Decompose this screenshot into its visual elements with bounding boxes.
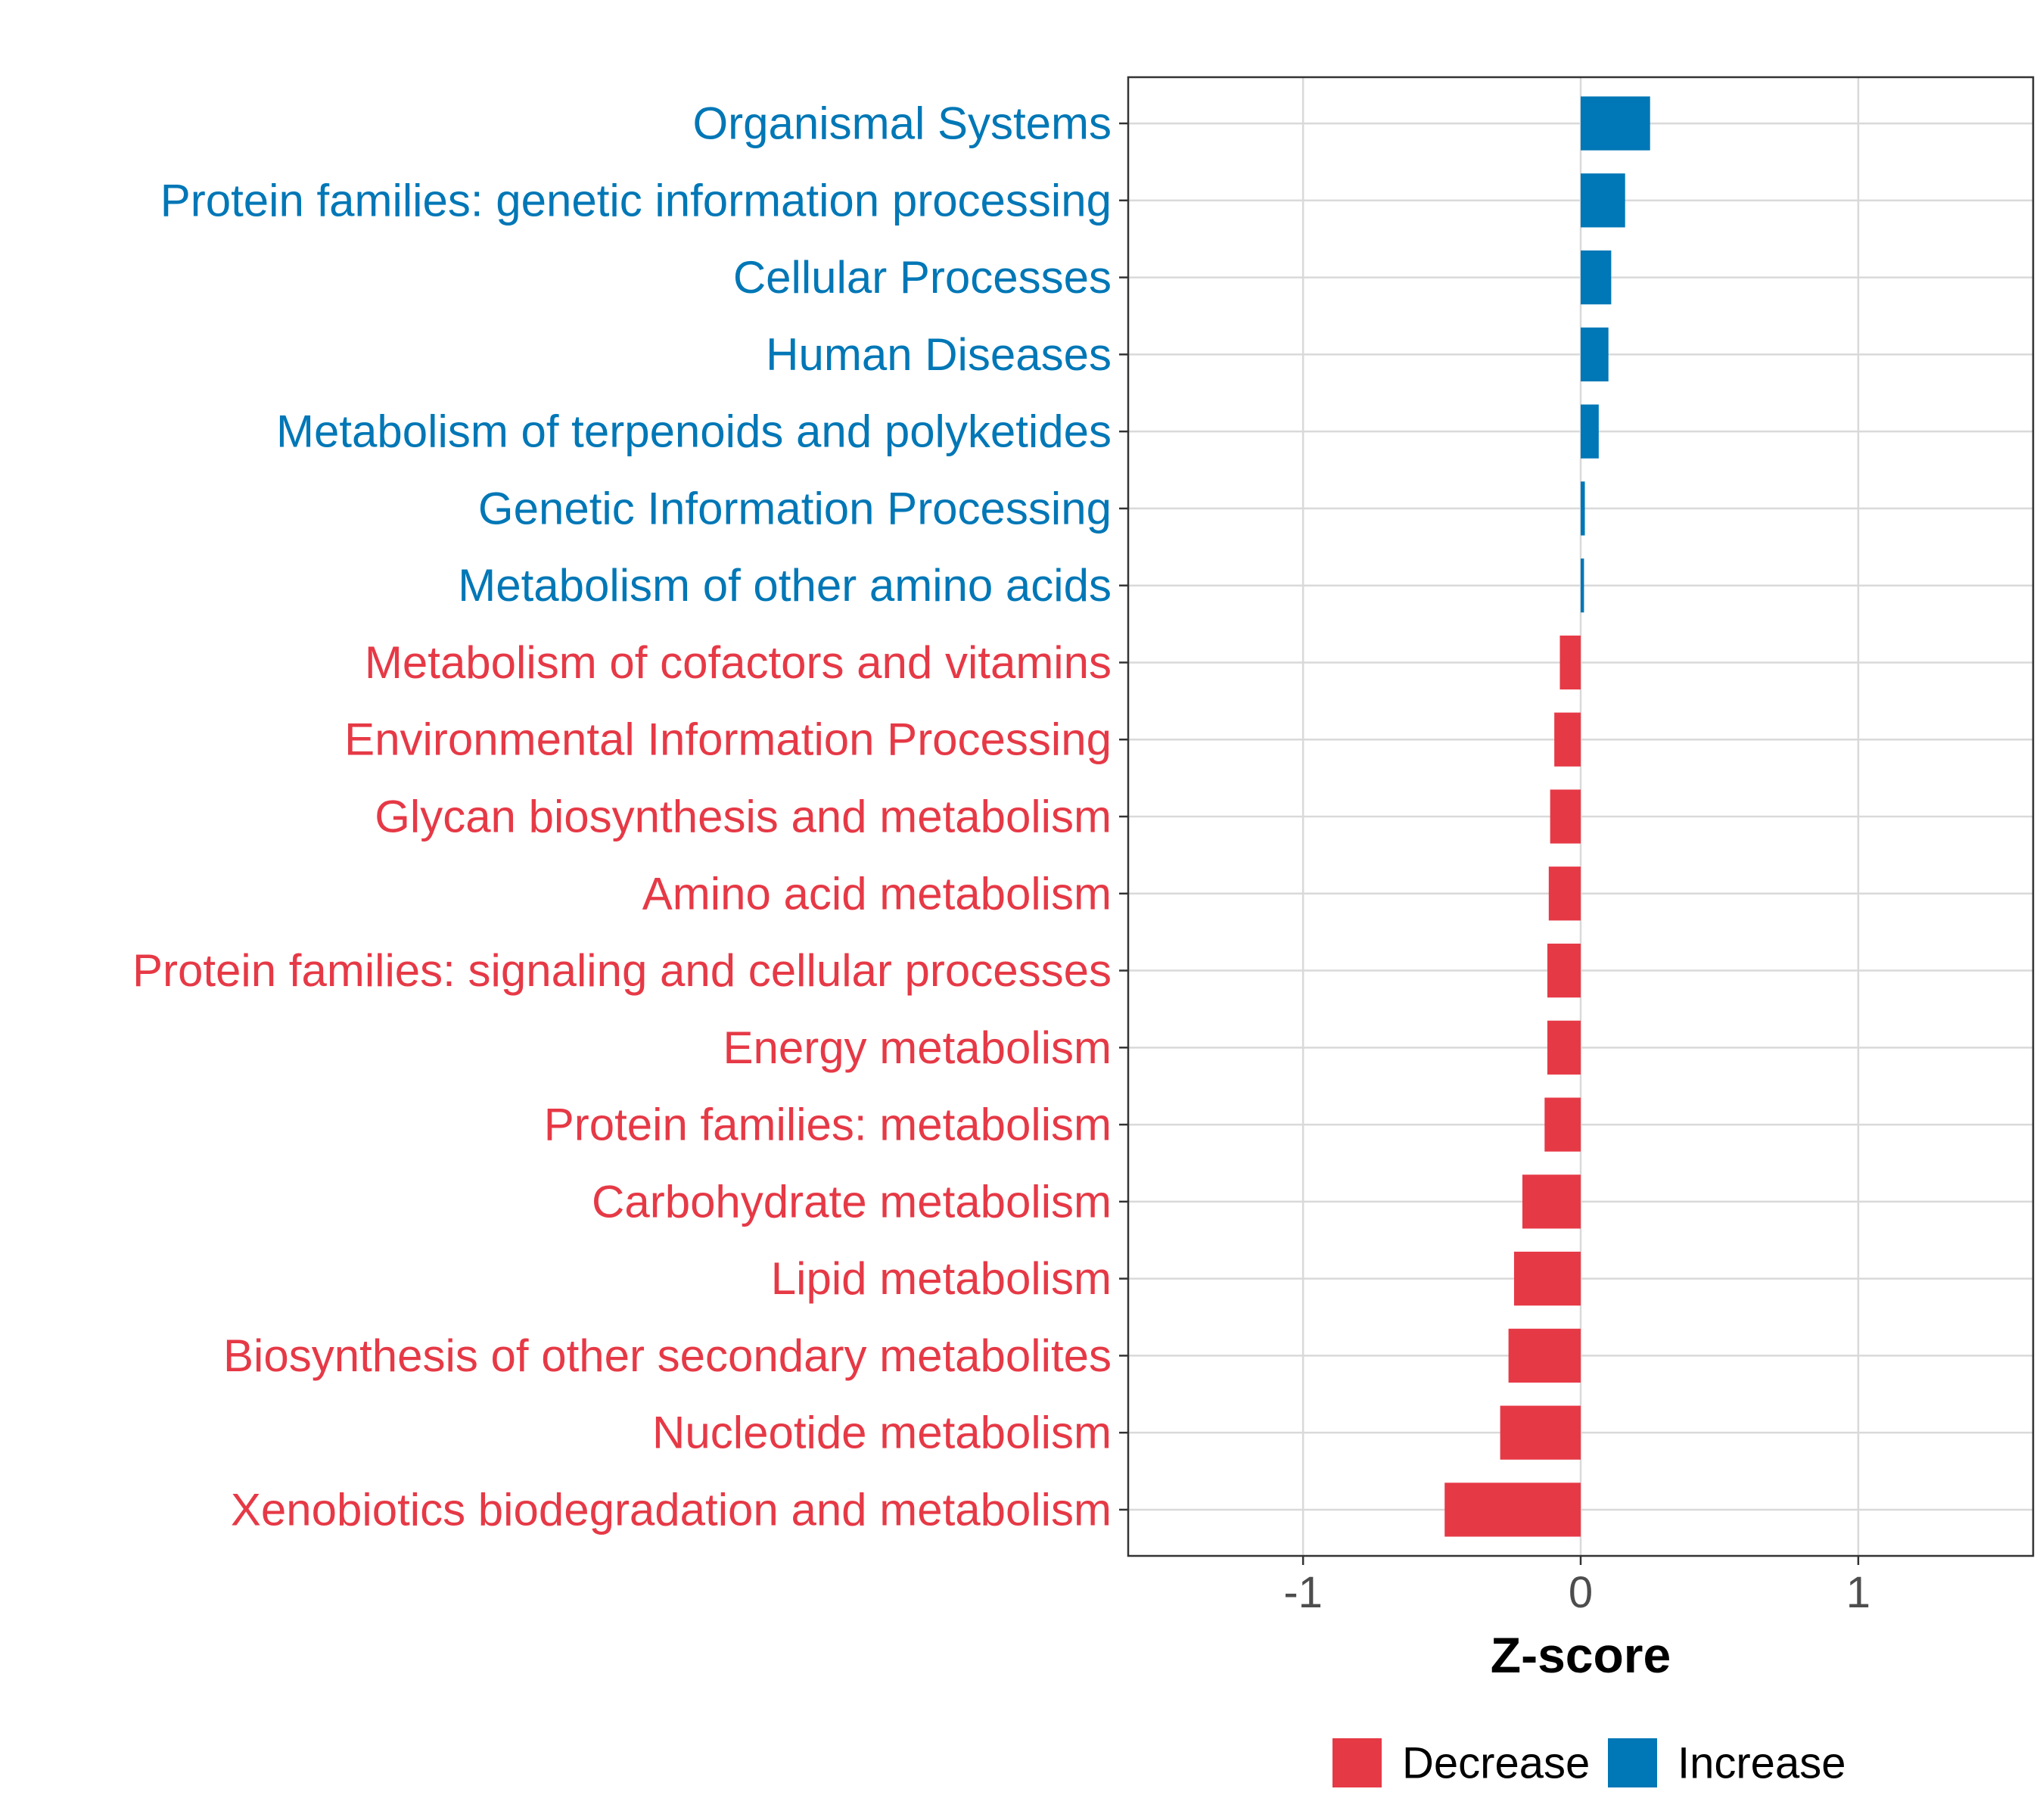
x-tick-label-0: -1	[1283, 1568, 1323, 1617]
category-label-16: Biosynthesis of other secondary metaboli…	[223, 1330, 1112, 1381]
bar-8	[1554, 712, 1581, 767]
bars-layer	[1444, 96, 1650, 1537]
category-labels-layer: Organismal Systems Protein families: gene…	[132, 98, 1112, 1535]
x-ticks-layer: -1 0 1	[1283, 1556, 1870, 1617]
bar-1	[1581, 173, 1625, 228]
category-label-14: Carbohydrate metabolism	[592, 1176, 1112, 1227]
x-axis-title: Z-score	[1491, 1627, 1671, 1683]
legend-label-increase: Increase	[1678, 1739, 1846, 1788]
bar-16	[1508, 1328, 1581, 1383]
category-label-6: Metabolism of other amino acids	[458, 560, 1112, 611]
category-label-0: Organismal Systems	[693, 98, 1112, 149]
x-tick-label-2: 1	[1846, 1568, 1870, 1617]
category-label-8: Environmental Information Processing	[344, 714, 1112, 765]
bar-3	[1581, 327, 1609, 381]
category-label-11: Protein families: signaling and cellular…	[132, 945, 1112, 996]
category-label-2: Cellular Processes	[733, 252, 1112, 303]
x-tick-label-1: 0	[1569, 1568, 1593, 1617]
bar-0	[1581, 96, 1650, 151]
bar-10	[1548, 866, 1581, 921]
legend-swatch-increase	[1608, 1738, 1657, 1787]
category-label-7: Metabolism of cofactors and vitamins	[365, 637, 1112, 688]
bar-14	[1522, 1174, 1581, 1229]
bar-6	[1581, 558, 1584, 613]
bar-15	[1513, 1252, 1581, 1306]
y-ticks-layer	[1119, 122, 1128, 1511]
bar-13	[1544, 1097, 1581, 1152]
category-label-4: Metabolism of terpenoids and polyketides	[276, 406, 1112, 457]
category-label-5: Genetic Information Processing	[478, 483, 1112, 534]
category-label-1: Protein families: genetic information pr…	[160, 175, 1112, 226]
category-label-10: Amino acid metabolism	[642, 868, 1112, 919]
bar-5	[1581, 481, 1585, 536]
category-label-3: Human Diseases	[766, 329, 1112, 380]
category-label-13: Protein families: metabolism	[544, 1100, 1112, 1150]
bar-9	[1550, 789, 1581, 844]
legend-label-decrease: Decrease	[1402, 1739, 1590, 1788]
bar-17	[1500, 1405, 1581, 1460]
bar-18	[1444, 1482, 1581, 1537]
bar-7	[1559, 635, 1581, 690]
category-label-12: Energy metabolism	[723, 1022, 1112, 1073]
category-label-17: Nucleotide metabolism	[652, 1408, 1112, 1458]
legend-swatch-decrease	[1332, 1738, 1382, 1787]
legend: Decrease Increase	[1332, 1738, 1846, 1788]
bar-2	[1581, 250, 1612, 305]
category-label-9: Glycan biosynthesis and metabolism	[375, 792, 1112, 842]
bar-4	[1581, 404, 1599, 459]
category-label-18: Xenobiotics biodegradation and metabolis…	[231, 1484, 1112, 1535]
bar-11	[1547, 943, 1581, 998]
bar-12	[1547, 1020, 1581, 1075]
category-label-15: Lipid metabolism	[771, 1253, 1112, 1304]
